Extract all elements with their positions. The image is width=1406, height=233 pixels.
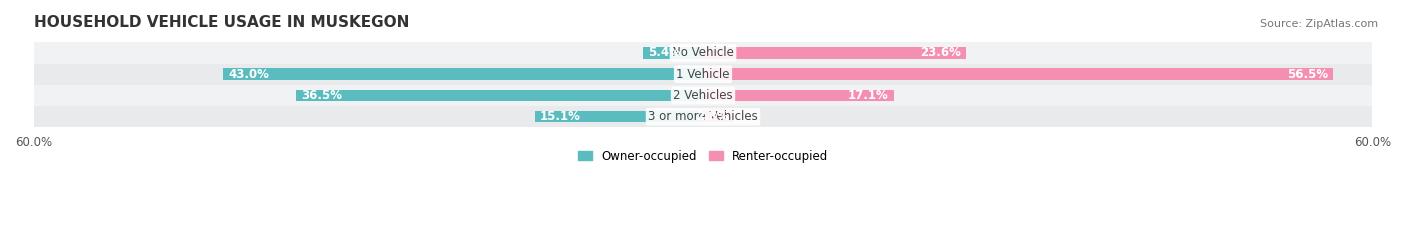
Text: 15.1%: 15.1%: [540, 110, 581, 123]
Text: Source: ZipAtlas.com: Source: ZipAtlas.com: [1260, 19, 1378, 29]
Bar: [34, 106, 1372, 127]
Text: 43.0%: 43.0%: [229, 68, 270, 81]
Text: 23.6%: 23.6%: [920, 46, 960, 59]
Bar: [703, 90, 894, 101]
Bar: [224, 68, 703, 80]
Bar: [643, 47, 703, 59]
Text: 17.1%: 17.1%: [848, 89, 889, 102]
Bar: [295, 90, 703, 101]
Text: 56.5%: 56.5%: [1286, 68, 1327, 81]
Bar: [703, 111, 734, 123]
Legend: Owner-occupied, Renter-occupied: Owner-occupied, Renter-occupied: [572, 145, 834, 168]
Text: HOUSEHOLD VEHICLE USAGE IN MUSKEGON: HOUSEHOLD VEHICLE USAGE IN MUSKEGON: [34, 15, 409, 30]
Bar: [703, 68, 1333, 80]
Text: 2 Vehicles: 2 Vehicles: [673, 89, 733, 102]
Text: No Vehicle: No Vehicle: [672, 46, 734, 59]
Text: 1 Vehicle: 1 Vehicle: [676, 68, 730, 81]
Text: 3 or more Vehicles: 3 or more Vehicles: [648, 110, 758, 123]
Bar: [534, 111, 703, 123]
Text: 2.8%: 2.8%: [696, 110, 728, 123]
Text: 36.5%: 36.5%: [301, 89, 342, 102]
Bar: [703, 47, 966, 59]
Text: 5.4%: 5.4%: [648, 46, 681, 59]
Bar: [34, 64, 1372, 85]
Bar: [34, 42, 1372, 64]
Bar: [34, 85, 1372, 106]
